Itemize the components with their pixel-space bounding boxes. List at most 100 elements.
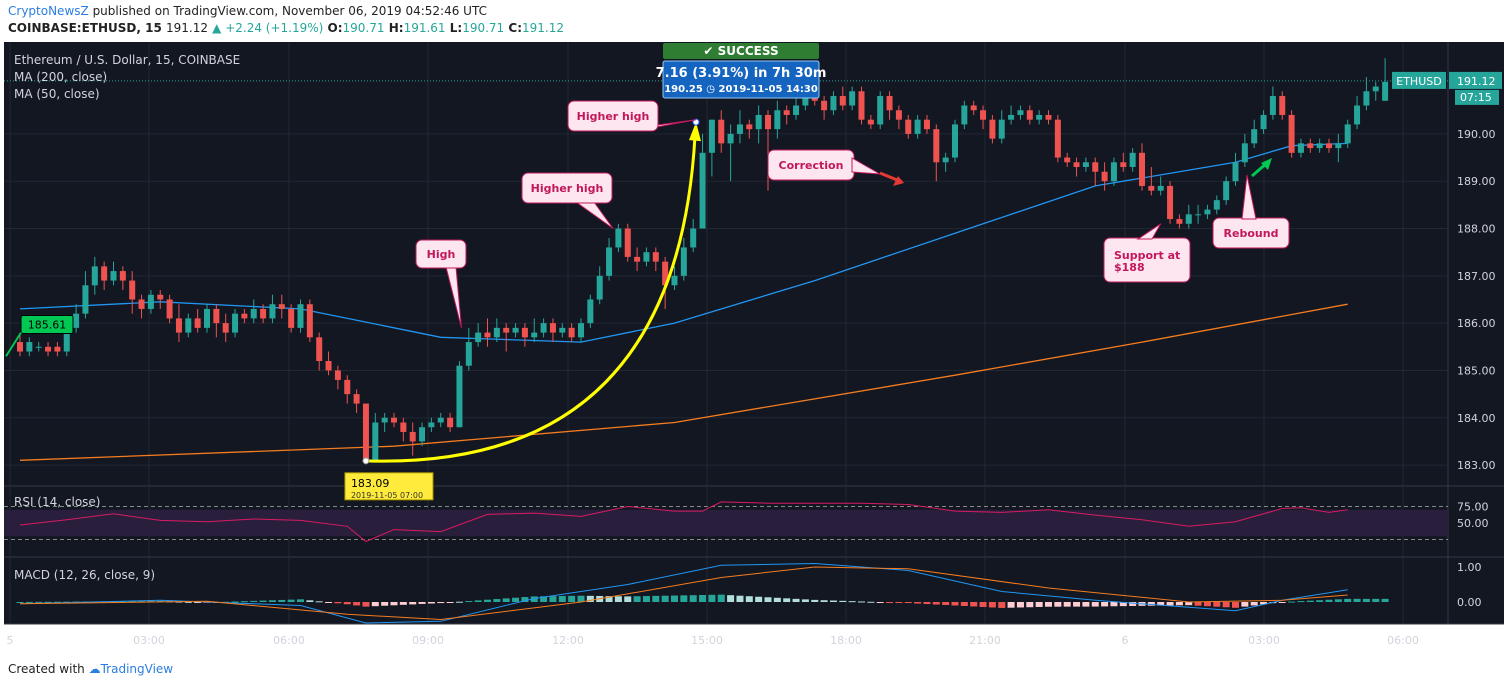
candle-body xyxy=(877,96,884,125)
candle-body xyxy=(344,379,351,395)
macd-histogram-bar xyxy=(1147,602,1155,606)
y-tick-label: 190.00 xyxy=(1457,128,1496,141)
macd-histogram-bar xyxy=(1362,598,1370,602)
macd-histogram-bar xyxy=(278,599,286,602)
x-tick-label: 03:00 xyxy=(1248,634,1280,647)
chart-canvas[interactable]: 183.00 184.00 185.00 186.00 187.00 188.00 189.… xyxy=(0,40,1508,654)
success-banner-label: ✔ SUCCESS xyxy=(703,44,778,58)
macd-histogram-bar xyxy=(427,602,435,604)
last-price-label: 191.12 xyxy=(1457,75,1496,88)
candle-body xyxy=(1120,162,1127,168)
macd-histogram-bar xyxy=(119,601,127,603)
candle-body xyxy=(596,275,603,300)
macd-histogram-bar xyxy=(970,602,978,607)
macd-histogram-bar xyxy=(128,601,136,603)
macd-histogram-bar xyxy=(25,601,33,603)
candle-body xyxy=(1326,143,1332,149)
candle-body xyxy=(839,96,846,106)
macd-histogram-bar xyxy=(334,602,342,604)
macd-histogram-bar xyxy=(315,601,323,603)
high-value: 191.61 xyxy=(403,21,446,35)
candle-body xyxy=(316,337,323,361)
macd-histogram-bar xyxy=(661,595,669,602)
macd-histogram-bar xyxy=(35,601,43,603)
candle-body xyxy=(1082,162,1089,168)
candle-body xyxy=(624,228,631,257)
macd-histogram-bar xyxy=(689,595,697,602)
candle-body xyxy=(1260,114,1267,130)
symbol-tag xyxy=(1392,71,1446,89)
macd-histogram-bar xyxy=(1316,600,1324,602)
macd-histogram-bar xyxy=(409,602,417,605)
low-point-marker xyxy=(362,457,370,465)
tradingview-logo-icon: ☁ xyxy=(88,662,101,676)
macd-histogram-bar xyxy=(1007,602,1015,608)
candle-body xyxy=(521,327,528,338)
macd-histogram-bar xyxy=(979,602,987,607)
macd-histogram-bar xyxy=(493,599,501,602)
legend-ma200[interactable]: MA (200, close) xyxy=(14,70,107,84)
rsi-title: RSI (14, close) xyxy=(14,495,100,509)
macd-histogram-bar xyxy=(1381,598,1389,602)
candle-body xyxy=(1195,214,1202,216)
macd-histogram-bar xyxy=(1185,602,1193,606)
candle-body xyxy=(306,304,313,338)
ma200-line xyxy=(19,303,1348,461)
candle-body xyxy=(232,313,239,333)
macd-histogram-bar xyxy=(671,595,678,602)
candle-body xyxy=(989,119,996,139)
candle-body xyxy=(1223,181,1230,201)
macd-histogram-bar xyxy=(895,602,903,603)
candle-body xyxy=(381,417,388,423)
candle-body xyxy=(905,119,912,134)
callout-support-pointer xyxy=(1136,223,1162,240)
macd-tick-label: 0.00 xyxy=(1457,596,1482,609)
candle-body xyxy=(914,119,921,134)
candle-body xyxy=(783,110,790,115)
x-tick-label: 6 xyxy=(1122,634,1129,647)
macd-histogram-bar xyxy=(512,597,520,602)
x-tick-label: 03:00 xyxy=(133,634,165,647)
macd-histogram-bar xyxy=(1129,602,1137,606)
candle-body xyxy=(849,91,856,106)
macd-histogram-bar xyxy=(465,601,473,603)
candle-body xyxy=(353,394,360,404)
macd-histogram-bar xyxy=(44,601,52,603)
candle-body xyxy=(1269,96,1276,115)
candle-body xyxy=(1110,162,1117,182)
candle-body xyxy=(727,133,734,144)
macd-histogram-bar xyxy=(1016,602,1024,608)
candle-body xyxy=(652,252,659,262)
macd-histogram-bar xyxy=(745,596,753,602)
close-value: 191.12 xyxy=(522,21,564,35)
candle-body xyxy=(372,422,379,461)
macd-histogram-bar xyxy=(1260,602,1268,605)
candle-body xyxy=(17,342,23,352)
candle-body xyxy=(1279,96,1286,115)
macd-histogram-bar xyxy=(1306,600,1314,602)
candle-body xyxy=(1335,143,1342,149)
candle-body xyxy=(606,247,613,276)
candle-body xyxy=(129,280,136,300)
candle-body xyxy=(1297,143,1304,153)
legend-ma50[interactable]: MA (50, close) xyxy=(14,87,100,101)
tradingview-link[interactable]: TradingView xyxy=(100,662,174,676)
macd-histogram-bar xyxy=(437,602,445,604)
callout-high-bubble xyxy=(415,239,467,269)
callout-support-label: Support at xyxy=(1114,249,1180,262)
macd-histogram-bar xyxy=(577,595,585,602)
callout-correction-pointer xyxy=(851,157,881,175)
macd-line xyxy=(19,562,1348,624)
candle-body xyxy=(82,285,89,314)
macd-histogram-bar xyxy=(960,602,968,606)
candle-body xyxy=(166,299,173,319)
publisher-name[interactable]: CryptoNewsZ xyxy=(8,4,89,18)
last-price: 191.12 xyxy=(165,21,208,35)
candle-body xyxy=(933,129,940,163)
macd-histogram-bar xyxy=(325,602,333,603)
macd-histogram-bar xyxy=(184,601,192,603)
rebound-arrow-head xyxy=(1261,158,1272,170)
macd-histogram-bar xyxy=(1353,598,1361,602)
chart-title: Ethereum / U.S. Dollar, 15, COINBASE xyxy=(14,53,240,67)
macd-histogram-bar xyxy=(1054,602,1062,607)
